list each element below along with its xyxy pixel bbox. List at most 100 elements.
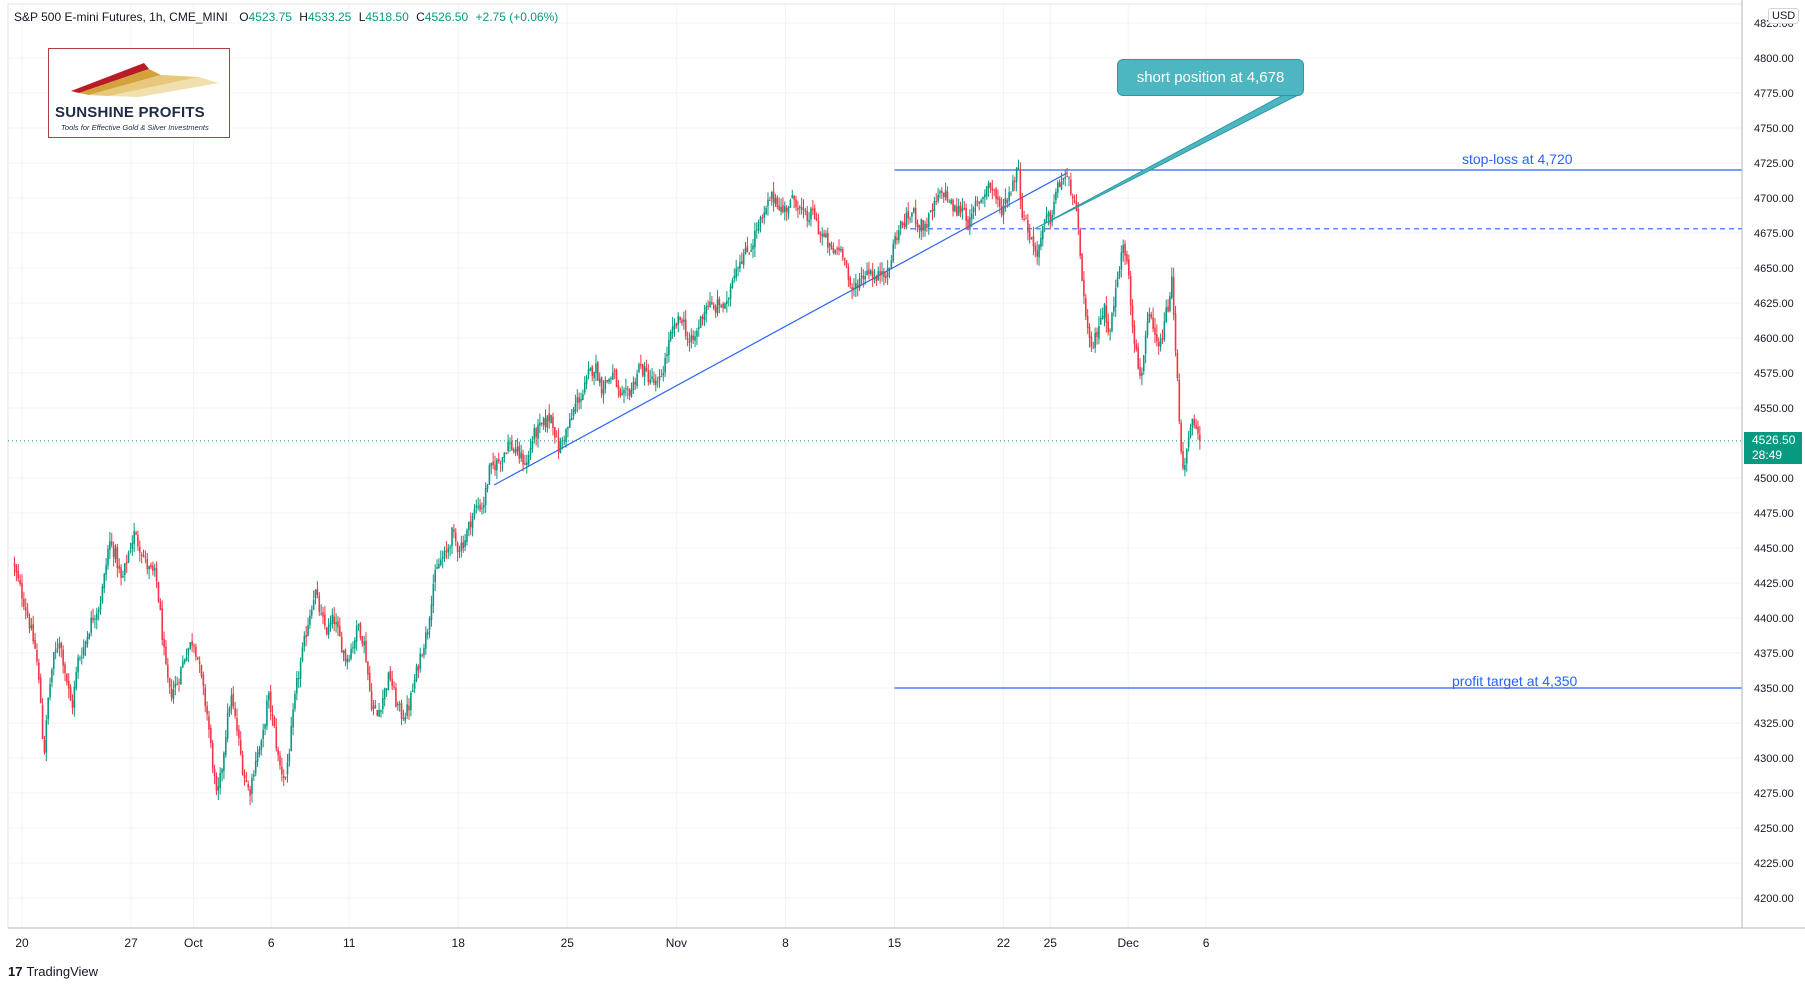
candle-body bbox=[1185, 449, 1188, 464]
y-tick-label: 4800.00 bbox=[1754, 53, 1794, 65]
candle bbox=[352, 641, 354, 654]
candle bbox=[415, 663, 418, 683]
candle bbox=[97, 606, 100, 621]
candle bbox=[142, 549, 145, 558]
candle-body bbox=[421, 655, 423, 657]
candle-body bbox=[193, 645, 195, 647]
candle-body bbox=[514, 449, 517, 454]
candle bbox=[658, 369, 661, 388]
candle bbox=[656, 376, 659, 388]
candle-body bbox=[23, 598, 25, 607]
candle-body bbox=[453, 529, 455, 533]
candle-body bbox=[144, 556, 147, 558]
candle bbox=[1142, 354, 1145, 375]
candle bbox=[396, 701, 399, 711]
candle-body bbox=[88, 633, 91, 639]
currency-label[interactable]: USD bbox=[1768, 8, 1800, 24]
candle-body bbox=[290, 725, 293, 752]
candle-body bbox=[993, 189, 995, 191]
candle bbox=[51, 667, 53, 688]
candle-body bbox=[1032, 235, 1035, 247]
candle bbox=[767, 192, 769, 216]
candle bbox=[798, 205, 801, 215]
candle bbox=[110, 532, 113, 548]
candle bbox=[1090, 331, 1093, 353]
candle bbox=[331, 608, 334, 629]
candle-body bbox=[625, 388, 627, 390]
candle-body bbox=[750, 250, 752, 252]
candle-body bbox=[312, 599, 315, 610]
candle bbox=[208, 710, 210, 739]
candle-body bbox=[1010, 193, 1012, 195]
candle bbox=[800, 197, 803, 215]
candle bbox=[77, 654, 79, 680]
candle bbox=[924, 220, 926, 237]
candle-body bbox=[804, 210, 807, 212]
candle-body bbox=[752, 245, 754, 250]
candle bbox=[1101, 307, 1104, 320]
candle-body bbox=[432, 584, 435, 606]
candle bbox=[1079, 227, 1081, 260]
candle-body bbox=[163, 638, 165, 648]
candle-body bbox=[869, 270, 872, 274]
candle-body bbox=[851, 287, 853, 290]
candle-body bbox=[570, 417, 573, 421]
candle bbox=[1139, 358, 1141, 380]
candle-body bbox=[122, 576, 124, 578]
chart-legend: S&P 500 E-mini Futures, 1h, CME_MINI O45… bbox=[14, 10, 558, 24]
tradingview-footer[interactable]: 17 TradingView bbox=[8, 964, 98, 979]
candle bbox=[963, 201, 966, 211]
candle-body bbox=[798, 207, 801, 209]
sunshine-profits-logo: SUNSHINE PROFITS Tools for Effective Gol… bbox=[48, 48, 230, 138]
y-tick-label: 4475.00 bbox=[1754, 508, 1794, 520]
candle-body bbox=[718, 298, 721, 306]
candle bbox=[1128, 254, 1130, 280]
candle bbox=[987, 180, 990, 197]
candle-body bbox=[1040, 237, 1042, 247]
candle-body bbox=[378, 710, 380, 717]
candle bbox=[1150, 311, 1153, 320]
candle bbox=[1146, 311, 1149, 339]
candle bbox=[1148, 307, 1151, 323]
candle bbox=[512, 447, 515, 454]
candle bbox=[625, 378, 627, 397]
candle bbox=[791, 189, 794, 199]
candle bbox=[82, 639, 85, 659]
candle-body bbox=[548, 413, 551, 422]
candle-body bbox=[236, 718, 238, 731]
candle-body bbox=[353, 640, 356, 649]
candle-body bbox=[497, 459, 500, 462]
candle-body bbox=[660, 376, 663, 378]
candle-body bbox=[161, 608, 164, 640]
candle bbox=[1122, 239, 1124, 262]
candle-body bbox=[1137, 347, 1139, 369]
candle-body bbox=[1163, 321, 1166, 340]
candle bbox=[1049, 209, 1052, 230]
candle-body bbox=[477, 506, 479, 508]
low-label: L bbox=[358, 10, 366, 24]
candle-body bbox=[729, 286, 732, 300]
candle-body bbox=[1081, 253, 1083, 281]
candle bbox=[451, 526, 453, 555]
candle-body bbox=[413, 679, 416, 689]
candle-body bbox=[761, 217, 764, 219]
candle-body bbox=[1169, 296, 1171, 312]
candle bbox=[79, 655, 81, 662]
candle bbox=[531, 435, 534, 453]
candle bbox=[469, 512, 472, 536]
candle-body bbox=[982, 196, 984, 200]
candle-body bbox=[1111, 313, 1113, 332]
candle-body bbox=[970, 213, 973, 220]
candle bbox=[647, 363, 650, 386]
candle-body bbox=[251, 777, 253, 794]
candle-body bbox=[1154, 327, 1156, 335]
candle-body bbox=[568, 419, 571, 428]
logo-tagline: Tools for Effective Gold & Silver Invest… bbox=[61, 123, 209, 132]
candle bbox=[24, 598, 27, 620]
candle bbox=[759, 215, 762, 233]
candle-body bbox=[456, 543, 459, 553]
candle bbox=[714, 304, 717, 318]
candle bbox=[537, 418, 539, 448]
candle bbox=[516, 438, 519, 456]
